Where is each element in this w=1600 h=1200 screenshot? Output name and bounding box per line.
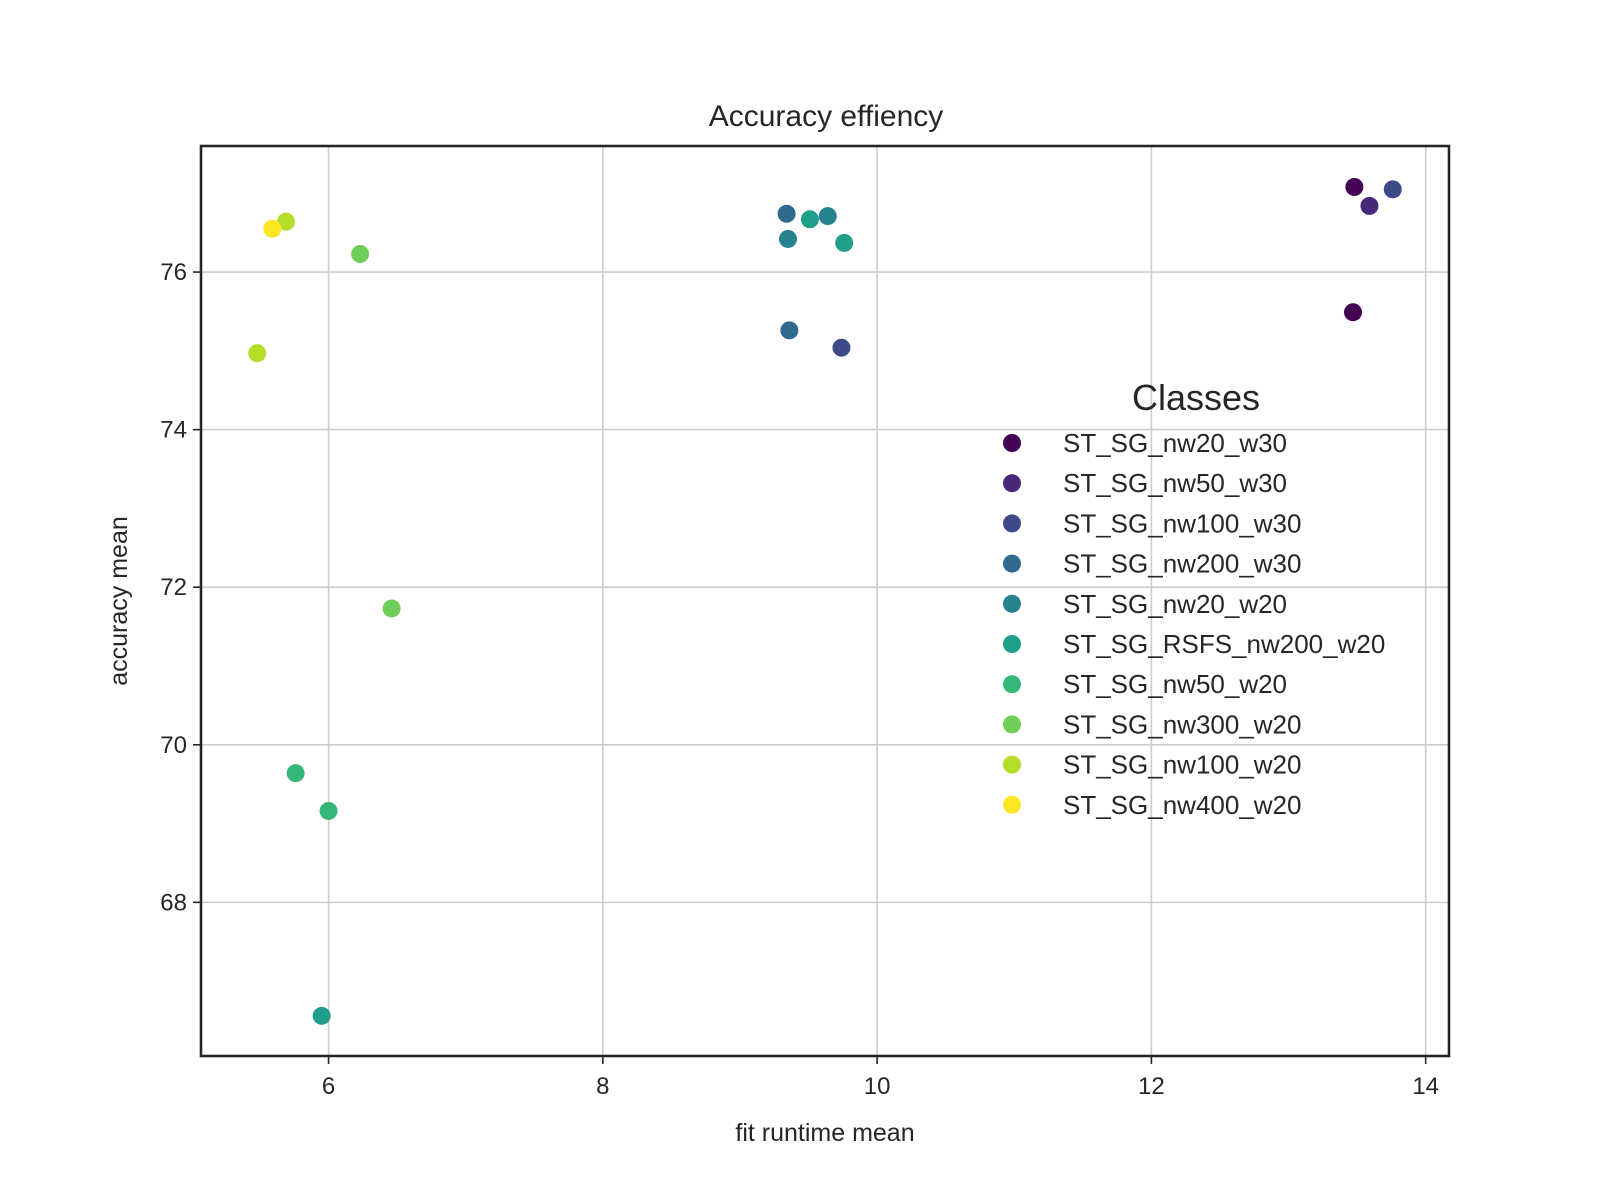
legend-label: ST_SG_nw400_w20 [1063,790,1301,820]
legend-label: ST_SG_nw100_w20 [1063,750,1301,780]
data-point [778,229,797,248]
x-tick-label: 12 [1138,1073,1165,1100]
data-point [1383,180,1402,199]
data-point [780,321,799,340]
legend-marker [1003,795,1021,814]
legend-label: ST_SG_nw50_w20 [1063,669,1287,699]
data-point [800,210,819,229]
x-tick-label: 14 [1412,1073,1439,1100]
y-tick-label: 70 [160,732,187,759]
data-point [1345,177,1364,196]
legend-label: ST_SG_nw50_w30 [1063,468,1287,498]
legend-marker [1003,715,1021,734]
chart-title: Accuracy effiency [709,100,944,133]
legend-item: ST_SG_nw200_w30 [1003,549,1301,579]
legend-marker [1003,474,1021,493]
y-tick-label: 72 [160,574,187,601]
legend-item: ST_SG_nw50_w20 [1003,669,1287,699]
legend-items: ST_SG_nw20_w30 ST_SG_nw50_w30 ST_SG_nw100_… [1003,428,1385,820]
legend-item: ST_SG_nw400_w20 [1003,790,1301,820]
data-point [818,207,837,226]
data-points [248,177,1402,1025]
legend-label: ST_SG_nw20_w20 [1063,589,1287,619]
legend-item: ST_SG_nw20_w30 [1003,428,1287,458]
grid [201,146,1449,1056]
legend-marker [1003,514,1021,533]
x-tick-label: 6 [322,1073,335,1100]
plot-frame [199,144,1451,1058]
x-tick-label: 10 [864,1073,891,1100]
data-point [319,801,338,820]
data-point [312,1006,331,1025]
legend-label: ST_SG_nw200_w30 [1063,549,1301,579]
data-point [1360,196,1379,215]
legend-item: ST_SG_nw100_w20 [1003,750,1301,780]
legend-item: ST_SG_nw50_w30 [1003,468,1287,498]
legend-title: Classes [1132,377,1260,418]
data-point [263,219,282,238]
data-point [832,338,851,357]
data-point [1344,303,1362,322]
data-point [382,599,401,618]
legend: Classes ST_SG_nw20_w30ST_SG_nw50_w30ST_S… [1003,377,1385,820]
x-axis-label: fit runtime mean [735,1119,914,1147]
legend-label: ST_SG_RSFS_nw200_w20 [1063,629,1385,659]
x-tick-label: 8 [596,1073,609,1100]
data-point [835,233,854,252]
legend-label: ST_SG_nw20_w30 [1063,428,1287,458]
legend-marker [1003,554,1021,573]
data-point [248,344,267,363]
data-point [286,764,305,783]
legend-item: ST_SG_RSFS_nw200_w20 [1003,629,1385,659]
data-point [777,204,796,223]
y-axis-label: accuracy mean [105,516,133,686]
legend-marker [1003,434,1021,452]
legend-label: ST_SG_nw100_w30 [1063,508,1301,538]
legend-marker [1003,675,1021,694]
y-tick-label: 68 [160,889,187,916]
legend-item: ST_SG_nw300_w20 [1003,709,1301,739]
y-tick-label: 76 [160,259,187,286]
data-point [277,212,296,231]
legend-item: ST_SG_nw20_w20 [1003,589,1287,619]
legend-marker [1003,635,1021,653]
data-point [351,244,370,263]
legend-label: ST_SG_nw300_w20 [1063,709,1301,739]
legend-marker [1003,594,1021,613]
legend-marker [1003,755,1021,774]
y-tick-label: 74 [160,417,187,444]
legend-item: ST_SG_nw100_w30 [1003,508,1301,538]
